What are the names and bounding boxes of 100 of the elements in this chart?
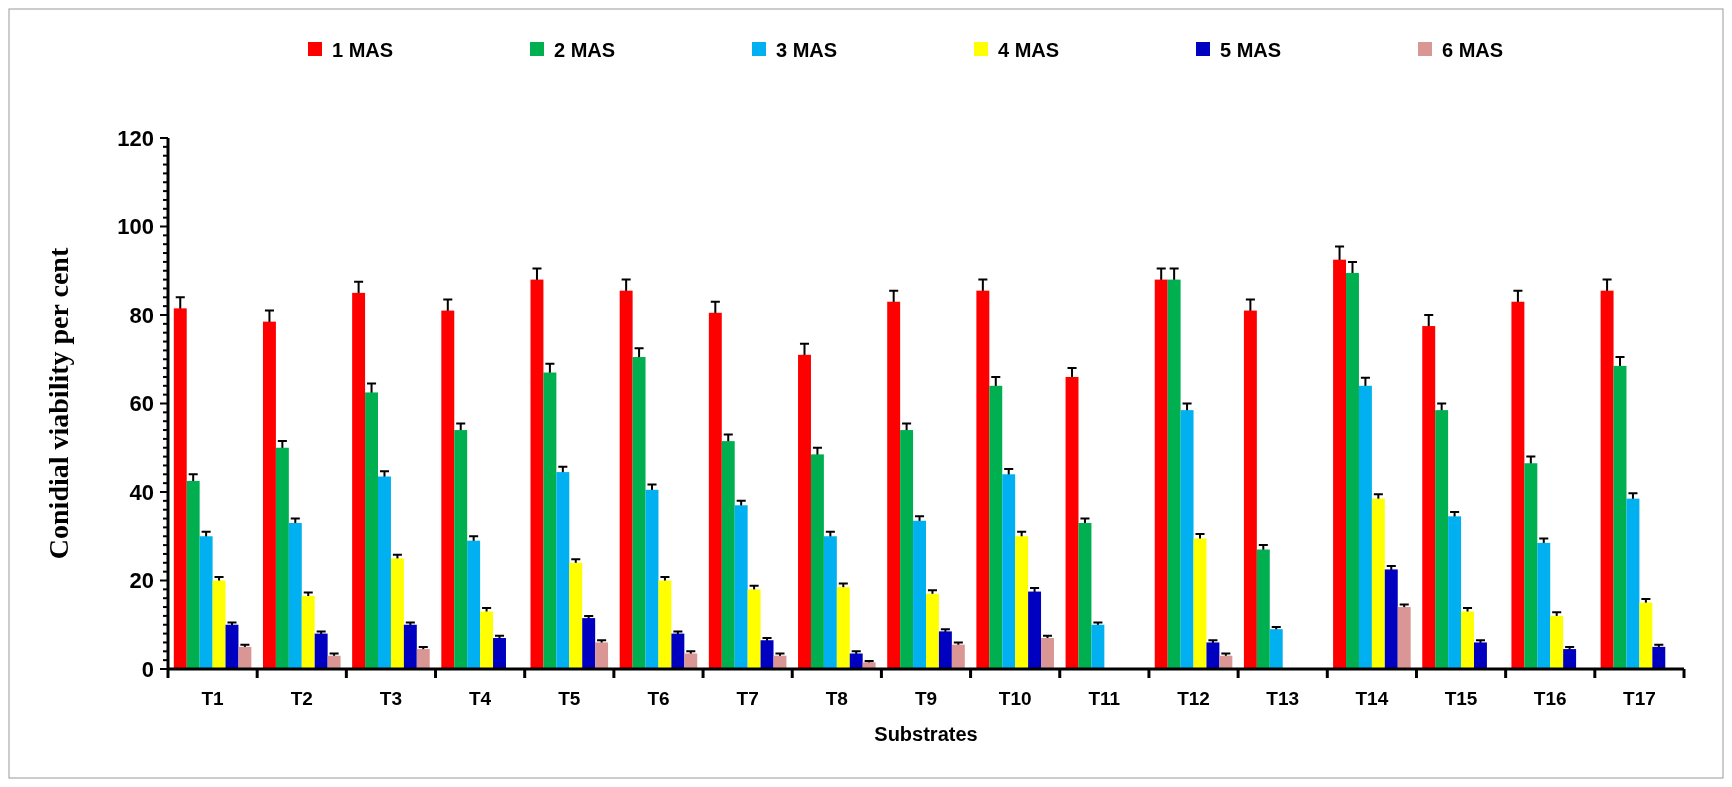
legend-label: 2 MAS — [554, 39, 616, 61]
bar — [467, 540, 481, 669]
x-tick-label: T1 — [201, 688, 225, 709]
x-tick-label: T10 — [998, 688, 1032, 709]
x-tick-label: T12 — [1177, 688, 1210, 709]
bar — [1091, 624, 1105, 669]
bar — [262, 321, 276, 669]
x-tick-label: T7 — [736, 688, 759, 709]
x-tick-label: T8 — [825, 688, 848, 709]
bar — [1167, 279, 1181, 669]
bar — [1002, 474, 1016, 669]
bar — [1461, 611, 1474, 669]
y-tick-label: 0 — [141, 656, 154, 682]
legend-label: 1 MAS — [332, 39, 394, 61]
y-axis-title: Conidial viability per cent — [43, 247, 74, 560]
bar — [441, 310, 455, 669]
bar — [760, 640, 774, 669]
y-tick-label: 60 — [129, 391, 154, 417]
x-tick-label: T17 — [1623, 688, 1656, 709]
y-tick-label: 80 — [129, 302, 154, 328]
x-tick-label: T4 — [469, 688, 492, 709]
bar — [1626, 498, 1640, 669]
bar — [1371, 498, 1385, 669]
bar — [632, 357, 646, 669]
legend-label: 3 MAS — [776, 39, 838, 61]
legend-label: 5 MAS — [1220, 39, 1282, 61]
bar — [225, 624, 239, 669]
bar — [976, 290, 990, 669]
bar — [1219, 655, 1233, 669]
bar — [327, 655, 341, 669]
bar — [314, 633, 328, 669]
legend-label: 6 MAS — [1442, 39, 1504, 61]
bar — [645, 489, 659, 669]
bar — [747, 589, 761, 669]
bar — [798, 354, 811, 669]
bar — [416, 649, 430, 669]
bar — [887, 301, 901, 669]
bar — [1384, 569, 1398, 669]
bar — [1065, 376, 1079, 669]
bar — [288, 522, 302, 669]
bar — [1193, 538, 1207, 669]
bar — [1346, 272, 1359, 669]
bar — [671, 633, 685, 669]
bar — [1652, 646, 1666, 669]
bar — [238, 646, 252, 669]
bar — [595, 642, 609, 669]
bar — [378, 476, 391, 669]
bar — [352, 292, 366, 669]
bar — [658, 580, 672, 669]
bar — [1180, 410, 1194, 669]
bar — [186, 480, 200, 669]
bar — [1333, 259, 1347, 669]
bar — [543, 372, 557, 669]
x-tick-label: T2 — [290, 688, 313, 709]
bar — [619, 290, 633, 669]
y-tick-label: 20 — [129, 568, 154, 594]
bar — [1256, 549, 1270, 669]
bar — [1600, 290, 1614, 669]
bar — [390, 558, 404, 669]
bar — [480, 611, 494, 669]
x-tick-label: T11 — [1088, 688, 1121, 709]
bar — [1613, 365, 1627, 669]
bar — [951, 644, 965, 669]
bar — [1511, 301, 1525, 669]
bar — [1269, 629, 1283, 669]
bar — [199, 536, 213, 669]
bar — [823, 536, 837, 669]
bar — [938, 631, 952, 669]
bar — [862, 662, 876, 669]
bar — [275, 447, 289, 669]
bar — [582, 618, 596, 669]
x-tick-label: T9 — [914, 688, 938, 709]
bar — [913, 520, 926, 669]
bar — [1028, 591, 1042, 669]
bar — [1473, 642, 1487, 669]
bar — [849, 653, 863, 669]
x-axis-title: Substrates — [874, 723, 978, 745]
bar — [1358, 385, 1372, 669]
x-tick-label: T15 — [1444, 688, 1478, 709]
bar — [721, 441, 735, 669]
bar — [1550, 615, 1564, 669]
bar — [530, 279, 544, 669]
bar — [556, 472, 570, 669]
bar — [1435, 410, 1449, 669]
legend-label: 4 MAS — [998, 39, 1060, 61]
bar — [569, 562, 583, 669]
y-tick-label: 40 — [129, 479, 154, 505]
x-tick-label: T16 — [1533, 688, 1567, 709]
y-tick-label: 100 — [117, 214, 154, 240]
bar — [810, 454, 824, 669]
bar — [1563, 649, 1577, 669]
bar — [493, 638, 506, 669]
x-tick-label: T6 — [647, 688, 670, 709]
bar — [1078, 522, 1092, 669]
bar — [684, 653, 698, 669]
bar — [454, 430, 468, 669]
bar — [1154, 279, 1168, 669]
bar — [1448, 516, 1462, 669]
bar — [1041, 638, 1054, 669]
bar — [403, 624, 417, 669]
